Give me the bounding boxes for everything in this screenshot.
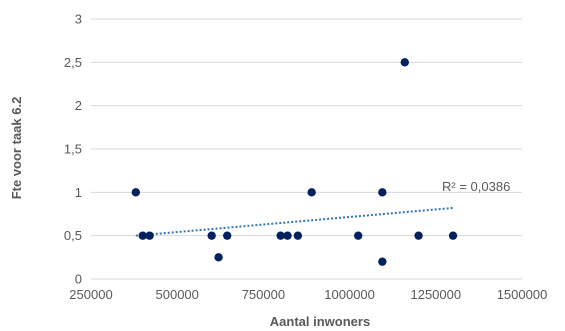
data-point [378, 257, 387, 266]
y-tick-label: 2,5 [64, 55, 82, 70]
data-point [293, 231, 303, 240]
data-point [448, 231, 458, 240]
data-point [138, 231, 147, 240]
y-tick-label: 2 [75, 98, 82, 113]
x-tick-label: 1000000 [324, 287, 375, 302]
x-tick-label: 1500000 [497, 287, 548, 302]
x-tick-label: 750000 [242, 287, 285, 302]
data-point [276, 231, 285, 240]
y-tick-label: 3 [75, 12, 82, 27]
data-point [354, 231, 363, 240]
data-points [131, 58, 458, 266]
r-squared-annotation: R² = 0,0386 [442, 179, 510, 194]
data-point [283, 231, 292, 240]
data-point [145, 231, 154, 240]
data-point [222, 231, 232, 240]
y-tick-label: 0,5 [64, 228, 82, 243]
y-tick-labels: 0 0,5 1 1,5 2 2,5 3 [64, 12, 82, 287]
y-tick-label: 0 [75, 272, 82, 287]
x-tick-label: 1250000 [410, 287, 461, 302]
data-point [131, 188, 141, 197]
trendline [135, 206, 454, 237]
x-tick-label: 250000 [69, 287, 112, 302]
x-tick-labels: 250000 500000 750000 1000000 1250000 1500000 [69, 287, 547, 302]
y-tick-label: 1 [75, 185, 82, 200]
data-point [214, 253, 223, 262]
y-axis-title: Fte voor taak 6.2 [9, 97, 24, 200]
gridlines [91, 18, 522, 280]
y-tick-label: 1,5 [64, 142, 82, 157]
data-point [414, 231, 423, 240]
data-point [378, 188, 387, 197]
data-point [400, 58, 409, 67]
data-point [207, 231, 216, 240]
data-point [307, 188, 316, 197]
x-axis-title: Aantal inwoners [270, 314, 370, 329]
x-tick-label: 500000 [156, 287, 199, 302]
